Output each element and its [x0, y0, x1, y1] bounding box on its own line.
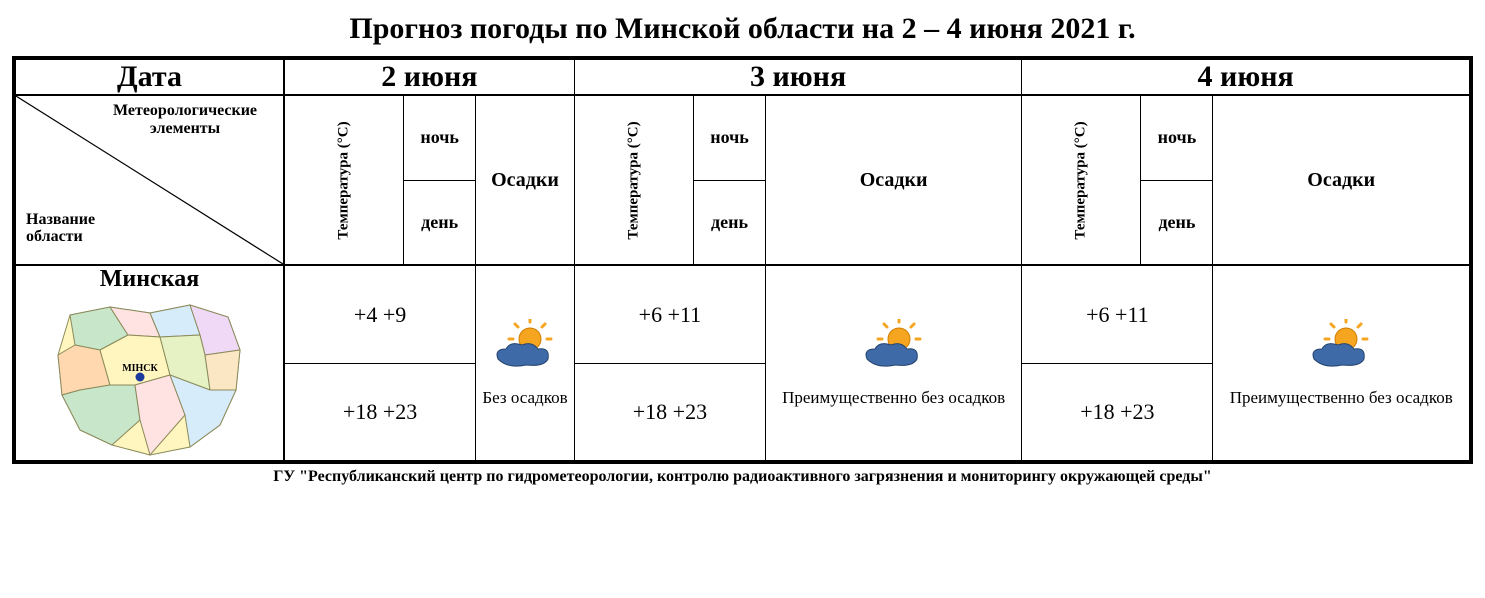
temp-axis-label-2: Температура (°C) [1022, 95, 1141, 265]
precip-text-0: Без осадков [476, 388, 574, 408]
forecast-table: Дата 2 июня 3 июня 4 июня Метеорологичес… [12, 56, 1473, 464]
diag-bottom-label: Название области [26, 211, 146, 246]
header-date-1: 3 июня [574, 58, 1021, 95]
sun-cloud-icon [486, 319, 564, 380]
day-temp-1: +18 +23 [574, 364, 765, 463]
day-temp-2: +18 +23 [1022, 364, 1213, 463]
precip-cell-2: Преимущественно без осадков [1213, 265, 1471, 462]
day-label-1: день [694, 180, 766, 265]
temp-axis-label-0: Температура (°C) [284, 95, 404, 265]
region-cell: Минская МІНСК [14, 265, 284, 462]
night-label-1: ночь [694, 95, 766, 180]
sun-cloud-icon [855, 319, 933, 380]
night-temp-2: +6 +11 [1022, 265, 1213, 364]
header-date-label: Дата [14, 58, 284, 95]
night-label-0: ночь [404, 95, 476, 180]
footer-attribution: ГУ "Республиканский центр по гидрометеор… [12, 468, 1473, 486]
night-temp-1: +6 +11 [574, 265, 765, 364]
precip-header-0: Осадки [476, 95, 575, 265]
precip-header-2: Осадки [1213, 95, 1471, 265]
sun-cloud-icon [1302, 319, 1380, 380]
diagonal-header: Метеорологические элементы Название обла… [14, 95, 284, 265]
header-date-0: 2 июня [284, 58, 574, 95]
precip-header-1: Осадки [766, 95, 1022, 265]
precip-text-2: Преимущественно без осадков [1213, 388, 1469, 408]
precip-cell-0: Без осадков [476, 265, 575, 462]
precip-text-1: Преимущественно без осадков [766, 388, 1021, 408]
region-name: Минская [16, 266, 283, 293]
header-date-2: 4 июня [1022, 58, 1471, 95]
day-label-0: день [404, 180, 476, 265]
diag-top-label: Метеорологические элементы [95, 102, 275, 137]
night-label-2: ночь [1141, 95, 1213, 180]
day-temp-0: +18 +23 [284, 364, 476, 463]
page-title: Прогноз погоды по Минской области на 2 –… [12, 12, 1473, 46]
region-map-icon: МІНСК [40, 295, 260, 460]
svg-text:МІНСК: МІНСК [122, 363, 158, 374]
precip-cell-1: Преимущественно без осадков [766, 265, 1022, 462]
temp-axis-label-1: Температура (°C) [574, 95, 693, 265]
day-label-2: день [1141, 180, 1213, 265]
night-temp-0: +4 +9 [284, 265, 476, 364]
